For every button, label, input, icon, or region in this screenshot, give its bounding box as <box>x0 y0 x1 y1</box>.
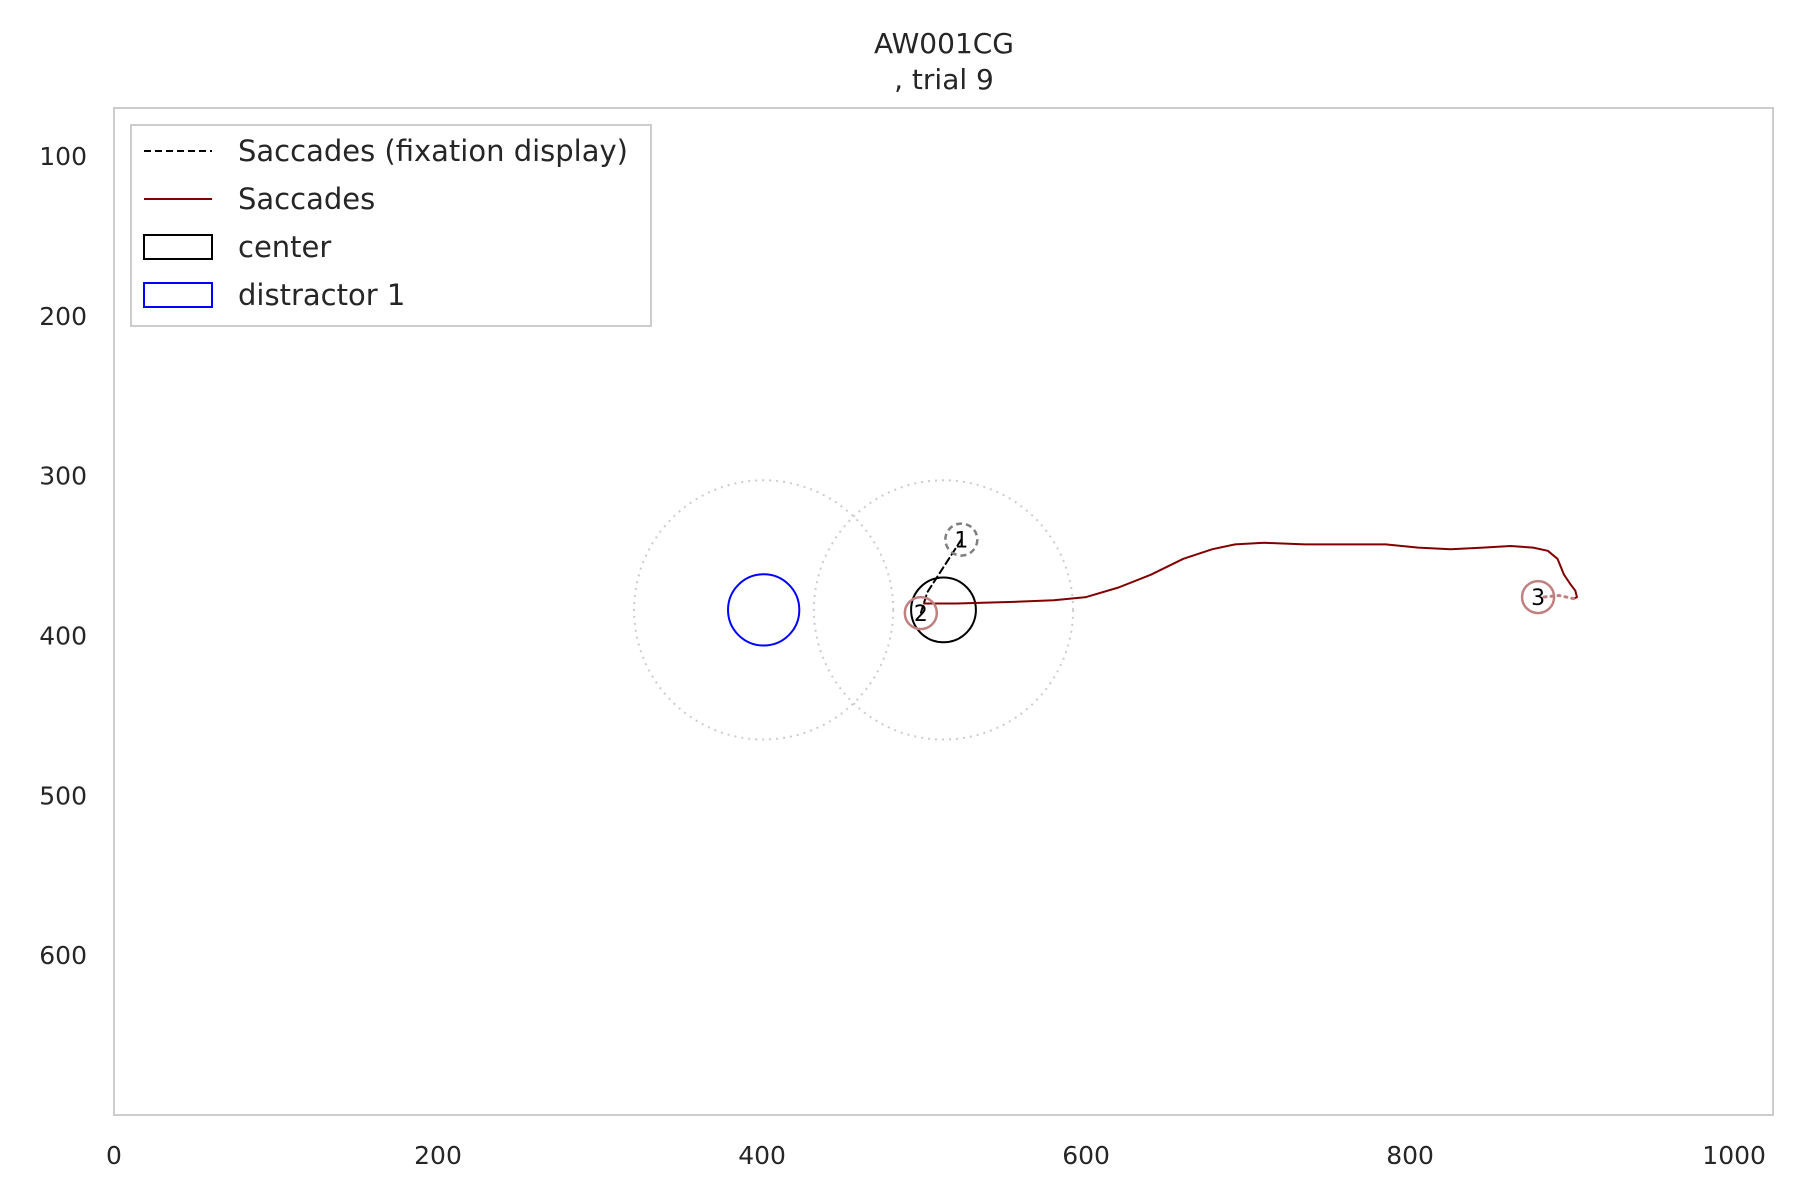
fixation-marker-1 <box>944 522 979 557</box>
legend-label-saccades-fixation: Saccades (fixation display) <box>238 134 628 168</box>
fixation-label-3: 3 <box>1531 586 1545 611</box>
y-tick-label: 200 <box>39 302 87 331</box>
y-axis-ticks: 100 200 300 400 500 600 <box>39 142 87 970</box>
y-tick-label: 300 <box>39 462 87 491</box>
aoi-circles <box>727 573 977 647</box>
aoi-distractor-1 <box>727 573 801 647</box>
saccade-path-3 <box>1541 594 1576 601</box>
legend-frame <box>130 124 652 327</box>
fixations: 1 2 3 <box>903 522 1556 631</box>
x-tick-label: 0 <box>106 1141 122 1170</box>
chart-subtitle: , trial 9 <box>894 63 994 96</box>
y-tick-label: 400 <box>39 621 87 650</box>
x-axis-ticks: 0 200 400 600 800 1000 <box>106 1141 1766 1170</box>
fixation-label-1: 1 <box>954 529 968 554</box>
legend-swatch-distractor-1 <box>143 282 213 308</box>
saccade-path-1 <box>919 538 963 615</box>
x-tick-label: 200 <box>414 1141 462 1170</box>
aoi-zone-2 <box>812 479 1075 741</box>
aoi-center <box>910 576 977 644</box>
fixation-marker-2 <box>903 595 939 631</box>
x-tick-label: 800 <box>1386 1141 1434 1170</box>
x-tick-label: 600 <box>1062 1141 1110 1170</box>
legend-label-saccades: Saccades <box>238 182 375 216</box>
fixation-label-2: 2 <box>914 602 928 627</box>
fixation-marker-3 <box>1520 579 1556 615</box>
aoi-zone-1 <box>633 479 895 741</box>
legend-swatch-center <box>143 234 213 260</box>
y-tick-label: 600 <box>39 941 87 970</box>
legend-label-distractor-1: distractor 1 <box>238 278 405 312</box>
chart-title: AW001CG <box>874 27 1014 60</box>
x-tick-label: 1000 <box>1702 1141 1766 1170</box>
legend-label-center: center <box>238 230 331 264</box>
x-tick-label: 400 <box>738 1141 786 1170</box>
y-tick-label: 500 <box>39 781 87 810</box>
saccade-path-2 <box>923 541 1578 605</box>
aoi-zones <box>633 479 1075 741</box>
y-tick-label: 100 <box>39 142 87 171</box>
legend: Saccades (fixation display) Saccades cen… <box>130 124 652 327</box>
saccade-paths <box>919 538 1578 615</box>
